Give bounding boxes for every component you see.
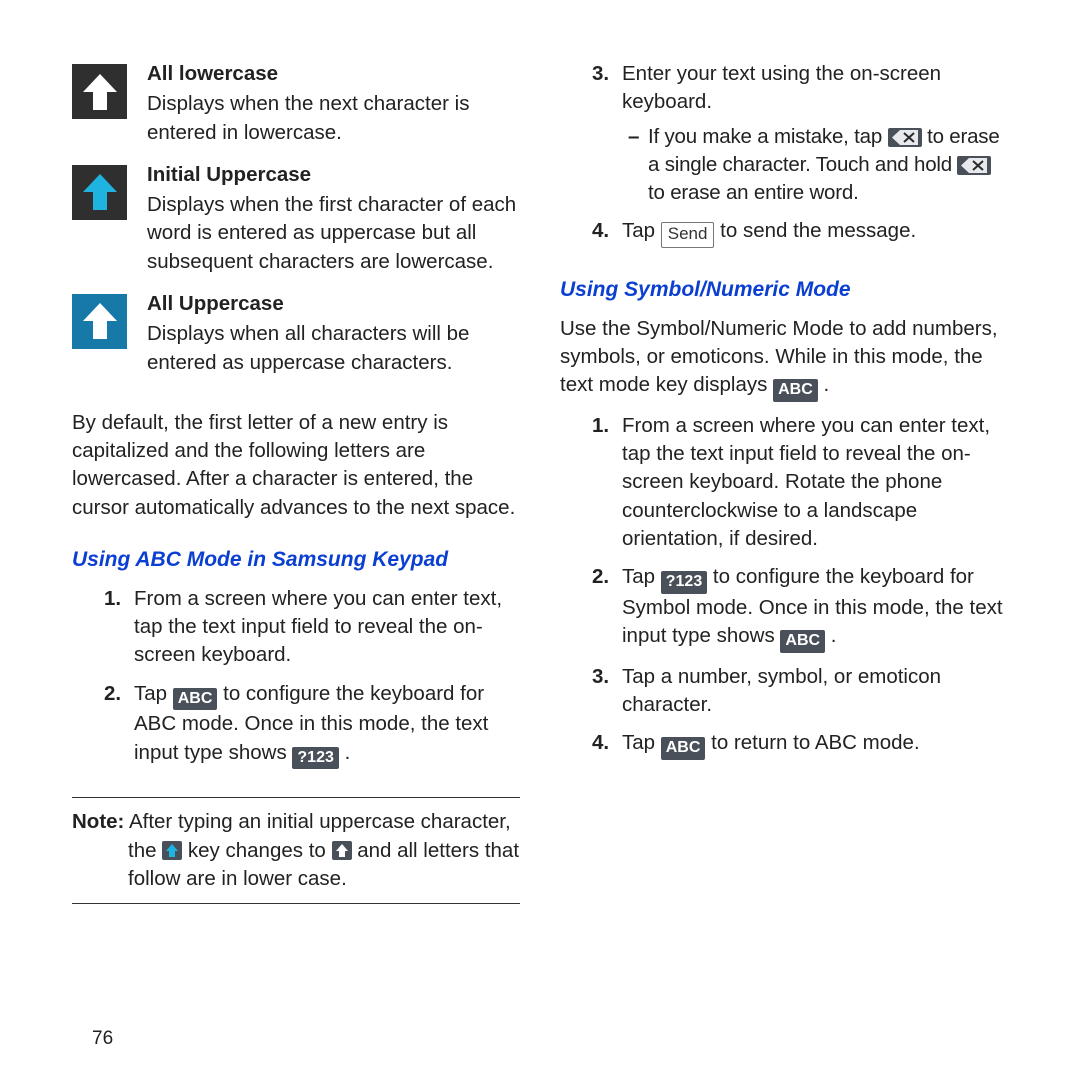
abc-mode-steps-continued: Enter your text using the on-screen keyb… xyxy=(560,60,1008,258)
step-text: Tap xyxy=(622,731,661,754)
send-button-icon: Send xyxy=(661,222,715,247)
abc-key-icon: ABC xyxy=(661,737,706,760)
shift-mode-all-lowercase: All lowercase Displays when the next cha… xyxy=(72,60,520,147)
abc-key-icon: ABC xyxy=(173,688,218,711)
step-text: to send the message. xyxy=(714,219,916,242)
paragraph: By default, the first letter of a new en… xyxy=(72,409,520,522)
sub-step: If you make a mistake, tap to erase a si… xyxy=(622,123,1008,208)
step-text: Enter your text using the on-screen keyb… xyxy=(622,62,941,113)
sym-key-icon: ?123 xyxy=(661,571,707,594)
step: Enter your text using the on-screen keyb… xyxy=(592,60,1008,207)
symbol-mode-steps: From a screen where you can enter text, … xyxy=(560,412,1008,770)
shift-mode-title: All lowercase xyxy=(147,60,520,88)
step-text: Tap xyxy=(622,565,661,588)
step: Tap ABC to configure the keyboard for AB… xyxy=(104,680,520,769)
step-text: From a screen where you can enter text, … xyxy=(622,414,990,550)
backspace-key-icon xyxy=(888,128,922,147)
page-number: 76 xyxy=(92,1028,113,1050)
step: Tap ABC to return to ABC mode. xyxy=(592,729,1008,760)
manual-page: All lowercase Displays when the next cha… xyxy=(0,0,1080,1080)
step-text: to erase an entire word. xyxy=(648,181,859,204)
step: Tap Send to send the message. xyxy=(592,217,1008,247)
shift-icon-all-uppercase xyxy=(72,294,127,349)
note-label: Note: xyxy=(72,810,124,833)
step: Tap ?123 to configure the keyboard for S… xyxy=(592,563,1008,652)
sym-key-icon: ?123 xyxy=(292,747,338,770)
step-text: If you make a mistake, tap xyxy=(648,125,888,148)
abc-mode-steps: From a screen where you can enter text, … xyxy=(72,585,520,779)
shift-mode-title: Initial Uppercase xyxy=(147,161,520,189)
rule xyxy=(72,797,520,798)
left-column: All lowercase Displays when the next cha… xyxy=(72,60,520,1060)
step-text: . xyxy=(825,624,836,647)
step-text: Tap a number, symbol, or emoticon charac… xyxy=(622,665,941,716)
abc-key-icon: ABC xyxy=(773,379,818,402)
shift-mode-title: All Uppercase xyxy=(147,290,520,318)
step-text: . xyxy=(339,741,350,764)
arrow-up-icon xyxy=(81,72,119,112)
step: From a screen where you can enter text, … xyxy=(592,412,1008,553)
paragraph-text: . xyxy=(818,373,829,396)
shift-key-small-icon xyxy=(162,841,182,860)
shift-mode-desc: Displays when all characters will be ent… xyxy=(147,320,520,377)
step-text: to return to ABC mode. xyxy=(705,731,919,754)
note-block: Note: After typing an initial uppercase … xyxy=(72,804,520,897)
backspace-key-icon xyxy=(957,156,991,175)
section-heading-symbol: Using Symbol/Numeric Mode xyxy=(560,276,1008,305)
shift-mode-all-uppercase: All Uppercase Displays when all characte… xyxy=(72,290,520,377)
shift-mode-desc: Displays when the next character is ente… xyxy=(147,90,520,147)
paragraph: Use the Symbol/Numeric Mode to add numbe… xyxy=(560,315,1008,402)
arrow-up-icon xyxy=(81,172,119,212)
shift-mode-desc: Displays when the first character of eac… xyxy=(147,191,520,276)
shift-icon-initial-uppercase xyxy=(72,165,127,220)
step: From a screen where you can enter text, … xyxy=(104,585,520,670)
shift-key-small-icon xyxy=(332,841,352,860)
step: Tap a number, symbol, or emoticon charac… xyxy=(592,663,1008,720)
step-text: Tap xyxy=(622,219,661,242)
shift-mode-initial-uppercase: Initial Uppercase Displays when the firs… xyxy=(72,161,520,276)
step-text: Tap xyxy=(134,682,173,705)
shift-icon-all-lowercase xyxy=(72,64,127,119)
arrow-up-icon xyxy=(81,301,119,341)
rule xyxy=(72,903,520,904)
abc-key-icon: ABC xyxy=(780,630,825,653)
step-text: From a screen where you can enter text, … xyxy=(134,587,502,667)
note-text: key changes to xyxy=(182,839,331,862)
section-heading-abc: Using ABC Mode in Samsung Keypad xyxy=(72,546,520,575)
right-column: Enter your text using the on-screen keyb… xyxy=(560,60,1008,1060)
